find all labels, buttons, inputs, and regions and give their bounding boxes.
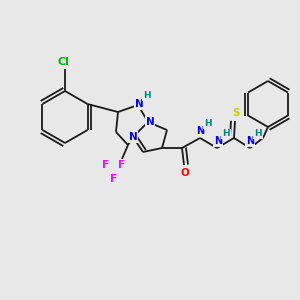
- Text: N: N: [246, 136, 254, 146]
- Text: S: S: [232, 108, 240, 118]
- Text: H: H: [204, 119, 212, 128]
- Text: F: F: [110, 174, 118, 184]
- Text: O: O: [181, 168, 189, 178]
- Text: Cl: Cl: [57, 57, 69, 67]
- Text: F: F: [102, 160, 110, 170]
- Text: F: F: [118, 160, 126, 170]
- Text: N: N: [146, 117, 154, 127]
- Text: N: N: [214, 136, 222, 146]
- Text: N: N: [129, 132, 137, 142]
- Text: N: N: [196, 126, 204, 136]
- Text: H: H: [143, 92, 151, 100]
- Text: H: H: [254, 130, 262, 139]
- Text: H: H: [222, 130, 230, 139]
- Text: N: N: [135, 99, 143, 109]
